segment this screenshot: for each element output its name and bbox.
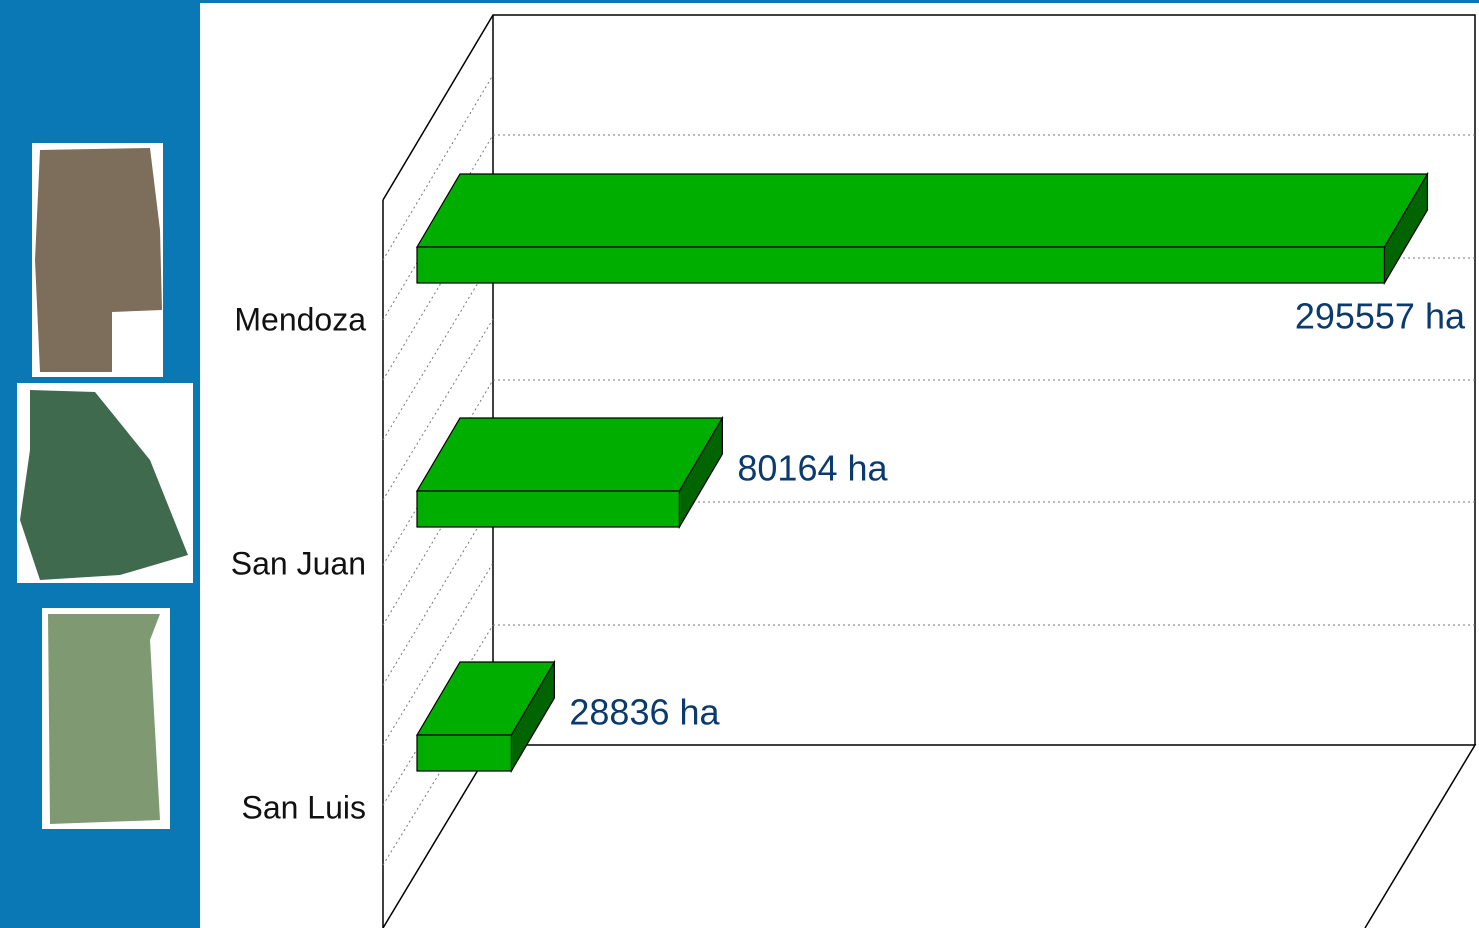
top-border xyxy=(0,0,1479,3)
map-mendoza xyxy=(35,148,162,372)
bar-top xyxy=(415,417,724,492)
map-sanjuan xyxy=(20,390,188,580)
bar xyxy=(416,490,681,528)
floor xyxy=(382,744,1477,928)
value-label: 295557 ha xyxy=(1295,296,1466,337)
bar xyxy=(416,734,512,772)
map-sanluis xyxy=(48,614,160,824)
value-label: 80164 ha xyxy=(737,448,888,489)
bar-top xyxy=(415,173,1429,248)
value-label: 28836 ha xyxy=(569,692,720,733)
y-tick-label: San Juan xyxy=(231,545,366,581)
map-images xyxy=(17,143,193,829)
y-tick-label: San Luis xyxy=(241,789,366,825)
wall-grid xyxy=(382,74,1475,866)
bar xyxy=(416,246,1386,284)
y-tick-label: Mendoza xyxy=(234,301,366,337)
